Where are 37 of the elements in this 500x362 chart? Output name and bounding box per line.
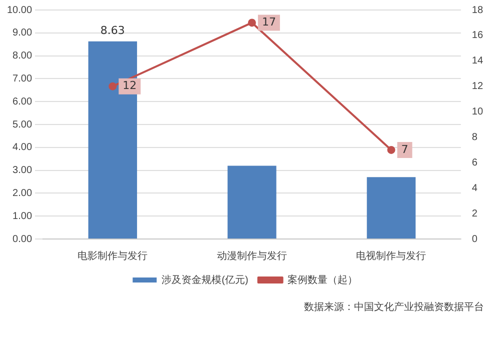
legend-label: 案例数量（起）: [287, 274, 358, 286]
y-tick-label: 3.00: [12, 165, 32, 176]
y2-tick-label: 2: [472, 208, 478, 220]
x-tick-label: 动漫制作与发行: [216, 250, 287, 262]
y-tick-label: 9.00: [12, 28, 32, 39]
point: [248, 18, 256, 27]
y2-tick-label: 8: [472, 132, 478, 143]
y-tick-label: 5.00: [12, 119, 32, 130]
bar: [228, 166, 276, 238]
y2-tick-label: 12: [472, 81, 484, 92]
y-tick-label: 6.00: [12, 96, 32, 108]
y-tick-label: 2.00: [12, 188, 32, 199]
data-label: 7: [401, 142, 408, 156]
y-tick-label: 0.00: [12, 234, 32, 245]
data-label: 8.63: [100, 24, 125, 38]
y2-tick-label: 10: [472, 106, 484, 118]
y-tick-label: 8.00: [12, 50, 32, 62]
y-tick-label: 4.00: [12, 142, 32, 154]
x-tick-label: 电影制作与发行: [78, 250, 148, 262]
y2-tick-label: 4: [472, 182, 478, 194]
y-tick-label: 1.00: [12, 210, 32, 222]
bar: [366, 177, 416, 238]
x-tick-label: 电视制作与发行: [356, 250, 426, 262]
y2-tick-label: 6: [472, 157, 478, 168]
point: [387, 146, 396, 154]
y2-tick-label: 14: [472, 56, 484, 67]
y-tick-label: 7.00: [12, 73, 32, 84]
legend-label: 涉及资金规模(亿元): [162, 274, 248, 286]
data-label: 17: [262, 16, 276, 29]
y2-tick-label: 18: [472, 4, 484, 16]
bar: [88, 41, 138, 238]
y-tick-label: 10.00: [6, 4, 32, 16]
data-label: 12: [122, 79, 137, 92]
y2-tick-label: 0: [472, 234, 478, 245]
point: [108, 82, 117, 90]
source-note: 数据来源：中国文化产业投融资数据平台: [304, 300, 484, 314]
y2-tick-label: 16: [472, 30, 484, 42]
